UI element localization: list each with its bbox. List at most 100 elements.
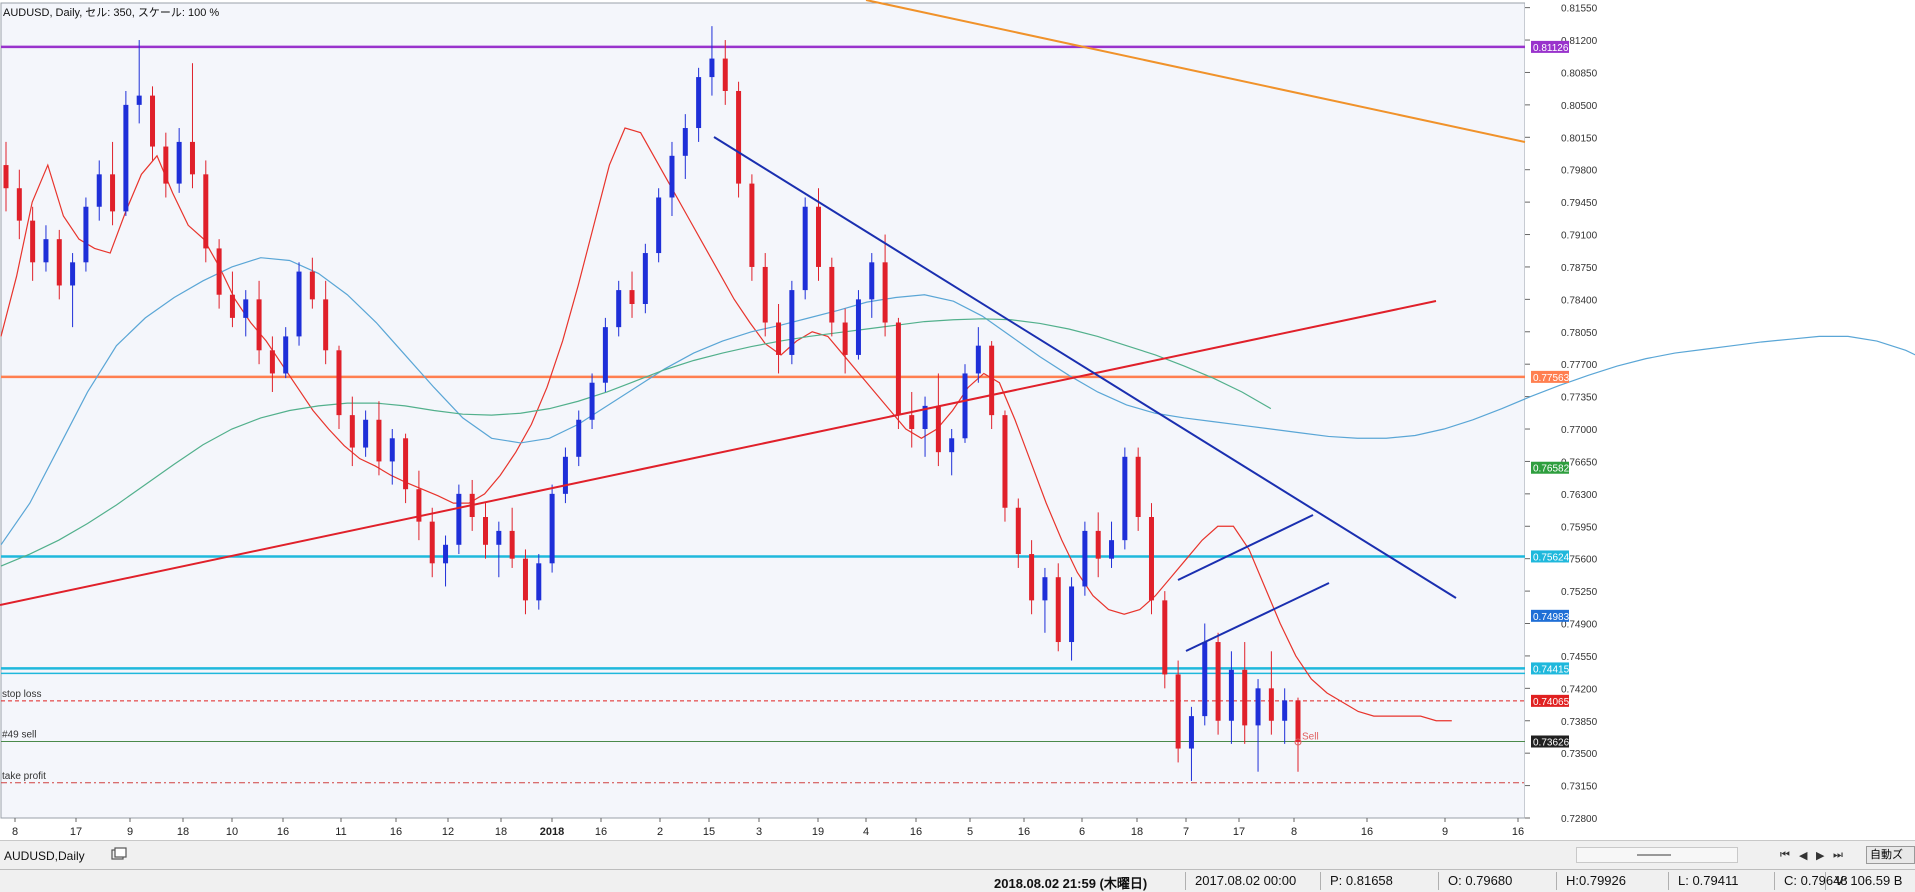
candle-body xyxy=(96,174,102,207)
candle-body xyxy=(815,206,821,267)
x-tick-label: 16 xyxy=(390,826,402,838)
candle-body xyxy=(1109,540,1115,559)
candle-body xyxy=(349,415,355,448)
candle-body xyxy=(1255,688,1261,726)
y-tick-label: 0.79800 xyxy=(1561,166,1598,177)
y-tick-label: 0.75600 xyxy=(1561,555,1598,566)
candle-body xyxy=(323,299,329,351)
candle-body xyxy=(429,521,435,564)
candle-body xyxy=(895,322,901,416)
candle-body xyxy=(56,239,62,286)
y-tick-label: 0.73150 xyxy=(1561,782,1598,793)
candle-body xyxy=(123,104,129,212)
y-tick-label: 0.75950 xyxy=(1561,522,1598,533)
candle-body xyxy=(376,419,382,462)
x-tick-label: 8 xyxy=(12,826,18,838)
x-tick-label: 17 xyxy=(1233,826,1245,838)
price-chart[interactable]: 0.81550 0.81200 0.80850 0.80500 0.80150 0.798… xyxy=(0,0,1915,840)
x-tick-label: 12 xyxy=(442,826,454,838)
price-label: 0.81126 xyxy=(1533,43,1569,54)
annotation-label: #49 sell xyxy=(2,730,36,741)
x-tick-label: 16 xyxy=(910,826,922,838)
candle-body xyxy=(70,262,76,286)
price-label-box xyxy=(1531,550,1569,563)
candle-body xyxy=(776,322,782,355)
candle-body xyxy=(283,336,289,374)
x-tick-label: 3 xyxy=(756,826,762,838)
chart-area[interactable]: 0.81550 0.81200 0.80850 0.80500 0.80150 0.798… xyxy=(0,0,1915,840)
candle-body xyxy=(642,253,648,304)
candle-body xyxy=(749,183,755,267)
candle-body xyxy=(935,405,941,453)
candle-body xyxy=(1295,700,1301,743)
status-close: C: 0.79648 xyxy=(1784,873,1848,888)
nav-last-icon[interactable]: ⏭ xyxy=(1833,849,1843,861)
candle-body xyxy=(736,90,742,184)
status-open: O: 0.79680 xyxy=(1448,873,1513,888)
tab-audusd-daily[interactable]: AUDUSD,Daily xyxy=(4,849,85,863)
auto-zoom-button[interactable]: 自動ズー xyxy=(1866,846,1915,877)
price-label: 0.76582 xyxy=(1533,464,1570,475)
candle-body xyxy=(709,58,715,78)
candle-body xyxy=(1175,674,1181,749)
candle-body xyxy=(1282,700,1288,721)
status-datetime: 2018.08.02 21:59 (木曜日) xyxy=(994,876,1148,891)
candle-body xyxy=(1202,642,1208,717)
annotation-label: take profit xyxy=(2,771,46,782)
candle-body xyxy=(483,517,489,545)
chart-scrollbar[interactable] xyxy=(1576,847,1738,863)
y-tick-label: 0.78050 xyxy=(1561,328,1598,339)
candle-body xyxy=(1055,577,1061,643)
candle-body xyxy=(682,128,688,156)
candle-body xyxy=(1228,669,1234,721)
nav-next-icon[interactable]: ▶ xyxy=(1816,850,1825,862)
x-tick-label: 7 xyxy=(1183,826,1189,838)
candle-body xyxy=(522,558,528,601)
x-tick-label: 18 xyxy=(1131,826,1143,838)
moving-average-line xyxy=(0,127,1452,722)
candle-body xyxy=(855,299,861,355)
candle-body xyxy=(1002,415,1008,508)
nav-first-icon[interactable]: ⏮ xyxy=(1780,849,1790,861)
price-label: 0.77563 xyxy=(1533,373,1570,384)
candle-body xyxy=(163,146,169,184)
candle-body xyxy=(616,290,622,328)
price-label: 0.74983 xyxy=(1533,612,1570,623)
price-label-box xyxy=(1531,609,1569,622)
candle-body xyxy=(389,438,395,462)
candle-body xyxy=(443,544,449,564)
y-tick-label: 0.78750 xyxy=(1561,263,1598,274)
candle-body xyxy=(656,197,662,254)
nav-prev-icon[interactable]: ◀ xyxy=(1799,850,1808,862)
channel-lower xyxy=(1185,582,1330,652)
candle-body xyxy=(909,415,915,430)
candle-body xyxy=(549,493,555,564)
annotation-label: stop loss xyxy=(2,689,41,700)
y-tick-label: 0.81200 xyxy=(1561,36,1598,47)
window-icon[interactable] xyxy=(111,847,127,861)
y-tick-label: 0.80150 xyxy=(1561,133,1598,144)
candle-body xyxy=(536,563,542,601)
candle-body xyxy=(136,95,142,105)
candle-body xyxy=(802,206,808,291)
candle-body xyxy=(1148,517,1154,601)
x-tick-label: 16 xyxy=(1512,826,1524,838)
x-tick-label: 17 xyxy=(70,826,82,838)
candle-body xyxy=(110,174,116,212)
candle-body xyxy=(16,188,22,221)
candle-body xyxy=(150,95,156,147)
candle-body xyxy=(243,299,249,318)
candle-body xyxy=(1042,577,1048,601)
candle-body xyxy=(1162,600,1168,675)
candle-body xyxy=(309,271,315,300)
y-tick-label: 0.81550 xyxy=(1561,4,1598,15)
trendline-red xyxy=(0,300,1437,606)
candle-body xyxy=(43,239,49,263)
candle-body xyxy=(363,419,369,448)
x-tick-label: 10 xyxy=(226,826,238,838)
x-tick-label: 15 xyxy=(703,826,715,838)
y-tick-label: 0.74200 xyxy=(1561,684,1598,695)
candle-body xyxy=(1082,530,1088,587)
x-tick-label: 16 xyxy=(277,826,289,838)
x-tick-label: 9 xyxy=(127,826,133,838)
